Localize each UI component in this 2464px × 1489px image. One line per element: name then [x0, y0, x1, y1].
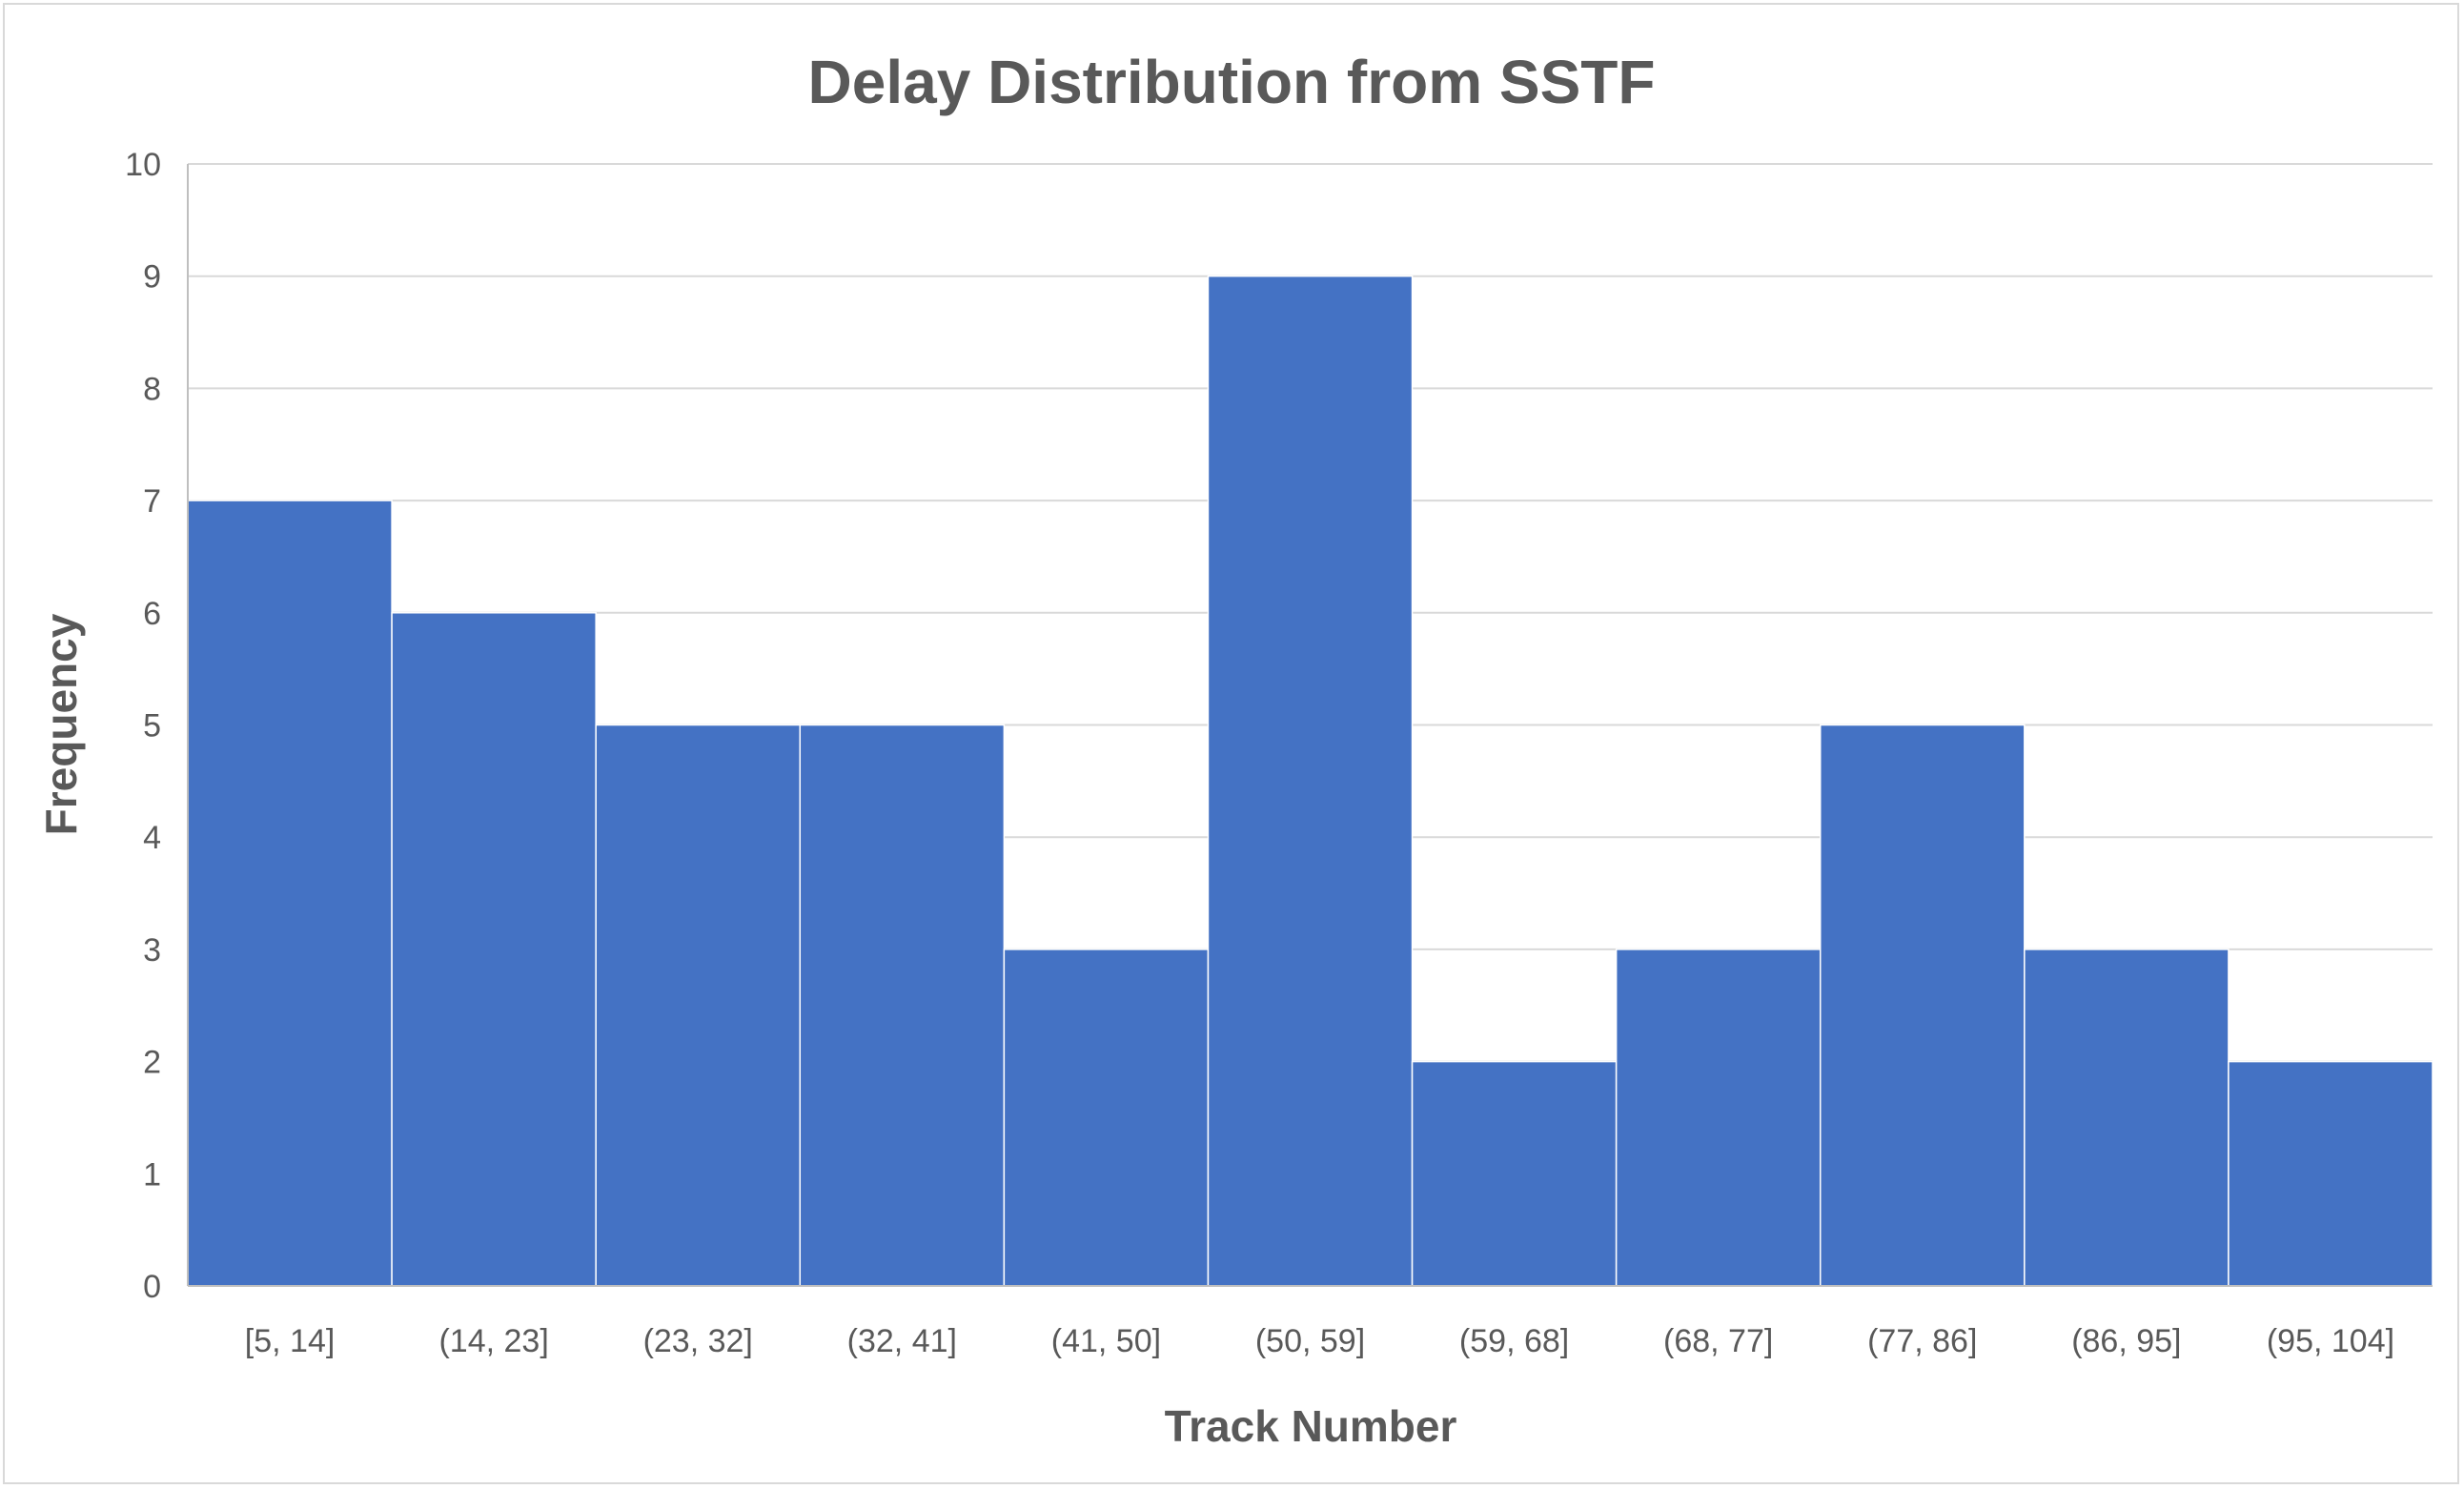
bars	[187, 275, 2433, 1287]
x-tick-label: (23, 32]	[643, 1323, 753, 1359]
axes	[187, 164, 2433, 1287]
bar-4	[1003, 948, 1210, 1287]
x-tick-label: (77, 86]	[1867, 1323, 1977, 1359]
bar-10	[2228, 1060, 2433, 1287]
x-axis-title: Track Number	[1165, 1401, 1457, 1451]
bar-7	[1615, 948, 1822, 1287]
y-tick-label: 9	[143, 259, 161, 296]
bar-6	[1411, 1060, 1618, 1287]
chart-title: Delay Distribution from SSTF	[808, 48, 1656, 116]
x-tick-label: (95, 104]	[2267, 1323, 2394, 1359]
x-tick-label: (59, 68]	[1459, 1323, 1569, 1359]
y-tick-label: 0	[143, 1269, 161, 1305]
y-tick-label: 2	[143, 1045, 161, 1081]
y-tick-label: 8	[143, 371, 161, 407]
x-tick-label: (86, 95]	[2071, 1323, 2181, 1359]
x-tick-label: (68, 77]	[1663, 1323, 1773, 1359]
x-tick-label: (41, 50]	[1051, 1323, 1161, 1359]
y-tick-labels: 0 1 2 3 4 5 6 7 8 9 10	[125, 147, 161, 1305]
y-tick-label: 1	[143, 1156, 161, 1193]
y-tick-label: 7	[143, 483, 161, 520]
y-tick-label: 6	[143, 596, 161, 632]
y-tick-label: 10	[125, 147, 161, 183]
x-tick-label: (14, 23]	[438, 1323, 548, 1359]
y-axis-title: Frequency	[36, 613, 86, 835]
bar-0	[187, 500, 393, 1287]
bar-3	[799, 724, 1006, 1287]
bar-1	[391, 612, 597, 1287]
y-tick-label: 3	[143, 932, 161, 969]
x-tick-label: (32, 41]	[847, 1323, 957, 1359]
x-tick-label: (50, 59]	[1255, 1323, 1365, 1359]
bar-8	[1819, 724, 2026, 1287]
x-tick-label: [5, 14]	[245, 1323, 336, 1359]
y-tick-label: 4	[143, 820, 161, 856]
y-tick-label: 5	[143, 708, 161, 744]
bar-5	[1207, 275, 1414, 1287]
bar-9	[2024, 948, 2230, 1287]
bar-2	[595, 724, 802, 1287]
x-tick-labels: [5, 14] (14, 23] (23, 32] (32, 41] (41, 50] (…	[245, 1323, 2394, 1359]
